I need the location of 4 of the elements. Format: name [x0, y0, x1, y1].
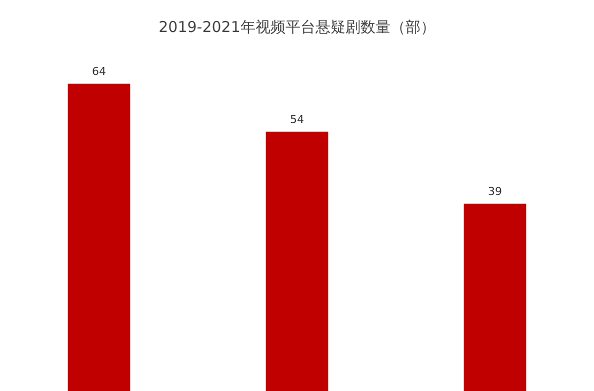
data-label: 54 — [290, 113, 304, 126]
chart-title: 2019-2021年视频平台悬疑剧数量（部） — [158, 18, 436, 37]
data-label: 39 — [488, 185, 502, 198]
data-label: 64 — [92, 65, 106, 78]
